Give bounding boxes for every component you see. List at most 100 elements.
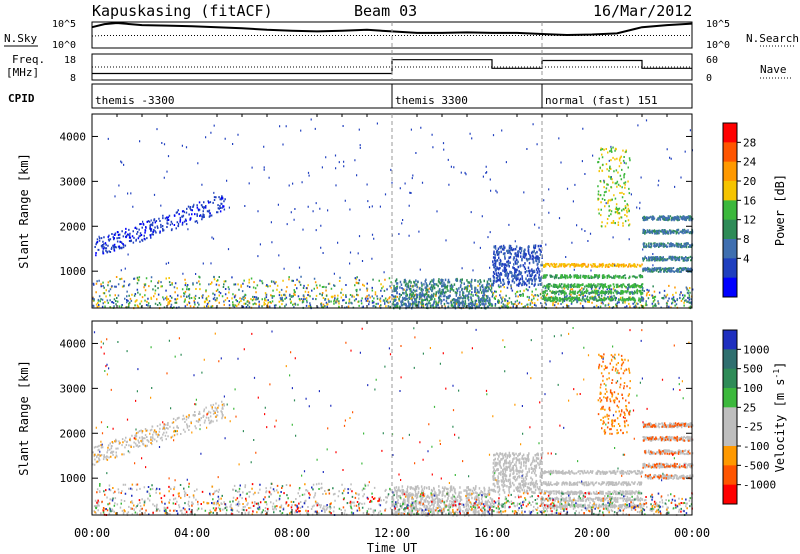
velocity-scatter-pixels — [95, 327, 693, 516]
nsky-tick-bottom: 10^0 — [52, 40, 76, 51]
power-y-axis: 1000 2000 3000 4000 — [60, 130, 692, 278]
power-colorbar-segment — [723, 142, 737, 163]
power-colorbar-segment — [723, 200, 737, 221]
time-tick-label: 00:00 — [74, 526, 110, 540]
power-colorbar-tick-label: 20 — [743, 175, 756, 188]
power-colorbar-segment — [723, 239, 737, 259]
power-colorbar-segment — [723, 123, 737, 143]
velocity-panel: 1000 2000 3000 4000 Slant Range [km] — [17, 320, 694, 517]
velocity-label-main: Velocity [m s — [773, 378, 787, 472]
nsky-series — [91, 21, 693, 37]
freq-panel: Freq. [MHz] 18 8 60 0 Nave — [6, 53, 792, 84]
time-tick-label: 16:00 — [474, 526, 510, 540]
velocity-colorbar-tick-label: -500 — [743, 459, 770, 472]
velocity-scatter-pixels — [92, 400, 694, 517]
beam-title: Beam 03 — [354, 2, 417, 20]
power-colorbar-segment — [723, 161, 737, 182]
cpid-panel: CPID themis -3300 themis 3300 normal (fast… — [8, 83, 693, 109]
cpid-entry: normal (fast) 151 — [545, 94, 658, 107]
nsearch-line — [91, 35, 692, 37]
velocity-colorbar-segment — [723, 446, 737, 466]
velocity-ytick-label: 4000 — [60, 337, 87, 350]
power-colorbar-tick-label: 12 — [743, 214, 756, 227]
nsky-tick-top: 10^5 — [52, 19, 76, 30]
cpid-boundaries — [391, 22, 543, 515]
cpid-label: CPID — [8, 92, 35, 105]
power-colorbar: 28 24 20 16 12 8 4 Power [dB] — [722, 122, 787, 298]
velocity-colorbar-tick-label: 100 — [743, 382, 763, 395]
velocity-colorbar-segment — [723, 388, 737, 408]
cpid-entry: themis 3300 — [395, 94, 468, 107]
velocity-colorbar-tick-label: 500 — [743, 363, 763, 376]
power-colorbar-label: Power [dB] — [773, 174, 787, 246]
velocity-ytick-label: 2000 — [60, 427, 87, 440]
velocity-colorbar-segment — [723, 368, 737, 389]
power-panel: 1000 2000 3000 4000 Slant Range [km] — [17, 113, 694, 310]
cpid-rows: themis -3300 themis 3300 normal (fast) 151 — [95, 84, 658, 108]
power-scatter-pixels — [93, 146, 691, 310]
station-title: Kapuskasing (fitACF) — [92, 2, 273, 20]
power-colorbar-segments — [723, 123, 737, 298]
freq-label-line1: Freq. — [12, 53, 45, 66]
nave-label: Nave — [760, 63, 787, 76]
cpid-entry: themis -3300 — [95, 94, 174, 107]
time-tick-label: 08:00 — [274, 526, 310, 540]
nsearch-label: N.Search — [746, 32, 799, 45]
time-tick-label: 00:00 — [674, 526, 710, 540]
freq-tick-top: 18 — [64, 55, 76, 66]
velocity-colorbar-label: Velocity [m s-1] — [772, 362, 787, 473]
time-axis: 00:00 04:00 08:00 12:00 16:00 20:00 00:00 — [74, 114, 710, 540]
velocity-label-sup: -1 — [772, 369, 781, 379]
velocity-ylabel: Slant Range [km] — [17, 360, 31, 476]
power-colorbar-segment — [723, 181, 737, 201]
velocity-colorbar-ticks: 1000 500 100 25 -25 -100 -500 -1000 — [737, 343, 776, 492]
velocity-label-end: ] — [773, 362, 787, 369]
velocity-colorbar-segments — [723, 330, 737, 505]
power-colorbar-ticks: 28 24 20 16 12 8 4 — [737, 136, 757, 265]
power-colorbar-frame — [722, 122, 738, 298]
velocity-colorbar-frame — [722, 329, 738, 505]
velocity-pixels — [92, 327, 694, 517]
power-colorbar-tick-label: 28 — [743, 136, 756, 149]
velocity-colorbar-segment — [723, 465, 737, 486]
power-colorbar-tick-label: 8 — [743, 233, 750, 246]
velocity-y-axis: 1000 2000 3000 4000 — [60, 337, 692, 485]
power-ytick-label: 1000 — [60, 265, 87, 278]
velocity-ytick-label: 3000 — [60, 382, 87, 395]
velocity-colorbar: 1000 500 100 25 -25 -100 -500 -1000 Velocity [m… — [722, 329, 787, 505]
velocity-colorbar-tick-label: 1000 — [743, 343, 770, 356]
velocity-colorbar-segment — [723, 407, 737, 428]
nave-tick-bottom: 0 — [706, 73, 712, 84]
nsky-label: N.Sky — [4, 32, 37, 45]
velocity-colorbar-segment — [723, 330, 737, 350]
time-tick-label: 12:00 — [374, 526, 410, 540]
velocity-ytick-label: 1000 — [60, 472, 87, 485]
power-scatter-pixels — [92, 215, 694, 310]
power-ytick-label: 2000 — [60, 220, 87, 233]
velocity-colorbar-segment — [723, 349, 737, 370]
nsky-right-tick-bottom: 10^0 — [706, 40, 730, 51]
power-colorbar-segment — [723, 219, 737, 240]
nsky-panel: N.Sky 10^5 10^0 10^5 10^0 N.Search — [4, 19, 799, 51]
power-colorbar-segment — [723, 258, 737, 279]
freq-label-line2: [MHz] — [6, 66, 39, 79]
nave-tick-top: 60 — [706, 55, 718, 66]
power-colorbar-tick-label: 4 — [743, 252, 750, 265]
velocity-colorbar-segment — [723, 426, 737, 447]
date-title: 16/Mar/2012 — [593, 2, 692, 20]
freq-tick-bottom: 8 — [70, 73, 76, 84]
power-ylabel: Slant Range [km] — [17, 153, 31, 269]
power-ytick-label: 3000 — [60, 175, 87, 188]
velocity-colorbar-tick-label: -100 — [743, 440, 770, 453]
velocity-colorbar-tick-label: -1000 — [743, 479, 776, 492]
time-axis-label: Time UT — [367, 541, 418, 554]
nsky-right-tick-top: 10^5 — [706, 19, 730, 30]
power-ytick-label: 4000 — [60, 130, 87, 143]
velocity-colorbar-tick-label: -25 — [743, 421, 763, 434]
power-colorbar-tick-label: 24 — [743, 156, 757, 169]
nsky-line — [91, 21, 693, 37]
velocity-colorbar-segment — [723, 484, 737, 505]
power-colorbar-tick-label: 16 — [743, 194, 756, 207]
velocity-colorbar-tick-label: 25 — [743, 401, 756, 414]
